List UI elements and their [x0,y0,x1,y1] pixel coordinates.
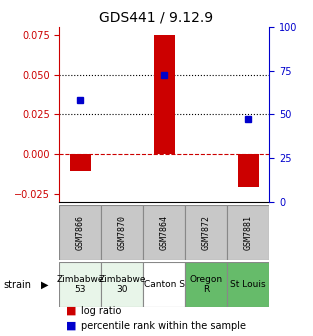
Bar [143,262,185,307]
Text: Zimbabwe
53: Zimbabwe 53 [57,276,104,294]
Text: strain: strain [3,280,31,290]
Bar [238,154,259,187]
Text: percentile rank within the sample: percentile rank within the sample [81,321,246,331]
Text: GSM7881: GSM7881 [244,215,253,250]
Text: GDS441 / 9.12.9: GDS441 / 9.12.9 [100,10,213,24]
Text: log ratio: log ratio [81,306,122,316]
Text: GSM7870: GSM7870 [118,215,127,250]
Bar [185,205,227,260]
Bar [227,262,269,307]
Text: ■: ■ [66,306,76,316]
Text: Canton S: Canton S [144,280,185,289]
Text: GSM7872: GSM7872 [202,215,211,250]
Bar [185,262,227,307]
Text: ■: ■ [66,321,76,331]
Bar [143,205,185,260]
Text: ▶: ▶ [41,280,48,290]
Bar [227,205,269,260]
Bar [59,205,101,260]
Text: Zimbabwe
30: Zimbabwe 30 [99,276,146,294]
Bar [154,35,175,154]
Bar [70,154,91,171]
Bar [101,205,143,260]
Text: GSM7864: GSM7864 [160,215,169,250]
Text: St Louis: St Louis [230,280,266,289]
Text: GSM7866: GSM7866 [76,215,85,250]
Bar [59,262,101,307]
Bar [101,262,143,307]
Text: Oregon
R: Oregon R [190,276,223,294]
